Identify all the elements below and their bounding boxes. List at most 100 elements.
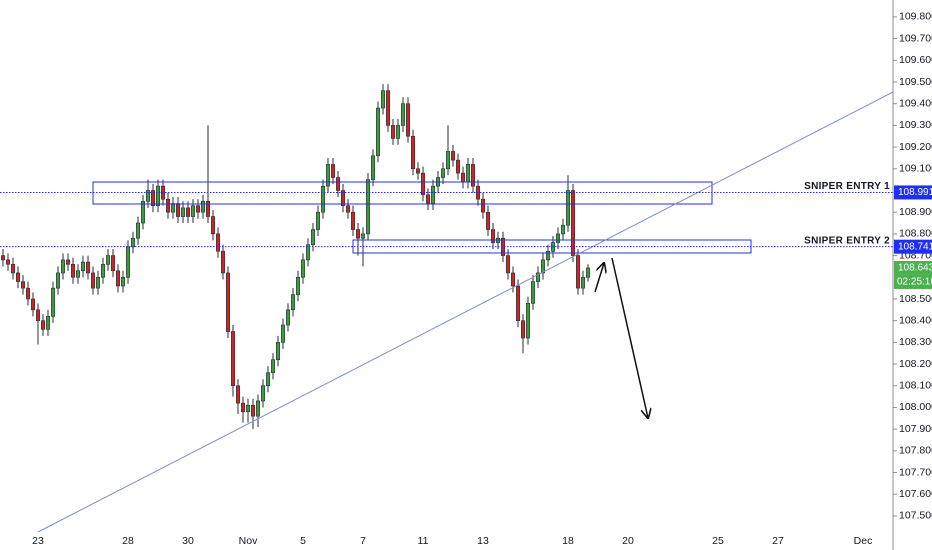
x-tick-label: 13 — [477, 535, 489, 547]
last-price-box — [894, 260, 932, 275]
candle-body — [290, 294, 295, 311]
candle-body — [226, 272, 231, 332]
candle-body — [255, 400, 260, 417]
candle-body — [415, 168, 420, 174]
level-price-box — [894, 185, 932, 200]
candle-body — [400, 103, 405, 126]
candle-body — [300, 259, 305, 278]
last-price-label: 108.643 — [898, 263, 932, 274]
candle-body — [86, 261, 91, 274]
candle-body — [246, 404, 251, 413]
candle-body — [575, 255, 580, 289]
countdown-box — [894, 274, 932, 289]
candle-body — [420, 172, 425, 196]
candle-body — [285, 309, 290, 326]
y-tick-label: 109.500 — [899, 76, 932, 88]
y-tick-label: 108.100 — [899, 380, 932, 392]
candle-body — [280, 324, 285, 343]
candle-body — [0, 255, 6, 261]
candle-body — [196, 205, 201, 213]
y-tick-label: 109.800 — [899, 11, 932, 23]
candle-body — [121, 276, 126, 287]
candle-body — [136, 222, 141, 239]
x-tick-label: 25 — [712, 535, 724, 547]
candle-body — [76, 270, 81, 278]
candle-body — [35, 309, 40, 321]
y-tick-label: 107.600 — [899, 488, 932, 500]
countdown-label: 02:25:16 — [897, 277, 932, 288]
candle-body — [565, 190, 570, 226]
y-tick-label: 109.300 — [899, 119, 932, 131]
candle-body — [395, 125, 400, 139]
candle-body — [490, 229, 495, 243]
candle-body — [365, 179, 370, 235]
y-tick-label: 108.500 — [899, 293, 932, 305]
x-tick-label: Dec — [854, 535, 873, 547]
level-name: SNIPER ENTRY 2 — [804, 235, 890, 246]
candle-body — [530, 281, 535, 304]
candle-body — [260, 385, 265, 402]
candle-body — [325, 164, 330, 187]
candle-body — [470, 164, 475, 187]
zone-box — [92, 181, 713, 205]
candle-body — [236, 385, 241, 404]
candle-body — [176, 203, 181, 217]
candle-body — [440, 168, 445, 178]
candle-body — [390, 125, 395, 139]
candle-body — [156, 185, 161, 206]
candle-body — [585, 267, 590, 278]
candle-body — [116, 270, 121, 287]
candle-body — [545, 250, 550, 261]
candle-body — [81, 261, 86, 272]
candle-body — [405, 103, 410, 137]
candle-body — [231, 331, 236, 387]
candle-body — [320, 185, 325, 213]
candle-body — [201, 201, 206, 213]
candle-body — [15, 272, 20, 282]
candle-body — [20, 281, 25, 289]
candle-body — [131, 237, 136, 248]
x-tick-label: 20 — [622, 535, 634, 547]
candle-body — [330, 164, 335, 178]
x-tick-label: 11 — [418, 535, 429, 547]
candle-body — [305, 244, 310, 261]
candle-body — [45, 316, 50, 330]
candle-body — [55, 272, 60, 289]
candle-body — [375, 107, 380, 157]
candle-body — [211, 216, 216, 235]
x-tick-label: 28 — [122, 535, 134, 547]
x-tick-label: 5 — [300, 535, 306, 547]
candle-body — [30, 298, 35, 311]
level-price-box — [894, 239, 932, 254]
candle-body — [11, 263, 16, 274]
level-price-label: 108.991 — [898, 187, 932, 198]
plot-area — [0, 84, 590, 430]
candle-body — [166, 198, 171, 213]
candle-body — [460, 172, 465, 183]
candle-body — [146, 190, 151, 202]
candle-body — [480, 198, 485, 213]
candle-body — [340, 190, 345, 206]
y-tick-label: 108.400 — [899, 314, 932, 326]
candle-body — [96, 276, 101, 289]
candle-body — [525, 303, 530, 339]
price-axis: 107.500 107.600 107.700 107.800 107.900 108.0… — [893, 11, 932, 522]
candle-body — [355, 229, 360, 239]
y-tick-label: 108.200 — [899, 358, 932, 370]
candle-body — [251, 404, 256, 417]
candle-body — [580, 276, 585, 289]
candle-body — [186, 207, 191, 217]
candle-body — [265, 372, 270, 387]
candle-body — [450, 151, 455, 161]
candle-body — [425, 194, 430, 204]
candle-body — [171, 203, 176, 213]
candle-body — [241, 402, 246, 413]
y-tick-label: 108.800 — [899, 228, 932, 240]
candle-body — [380, 90, 385, 109]
x-tick-label: Nov — [239, 535, 258, 547]
candle-body — [535, 272, 540, 282]
candle-body — [221, 250, 226, 274]
candle-body — [370, 155, 375, 180]
candle-body — [555, 233, 560, 243]
